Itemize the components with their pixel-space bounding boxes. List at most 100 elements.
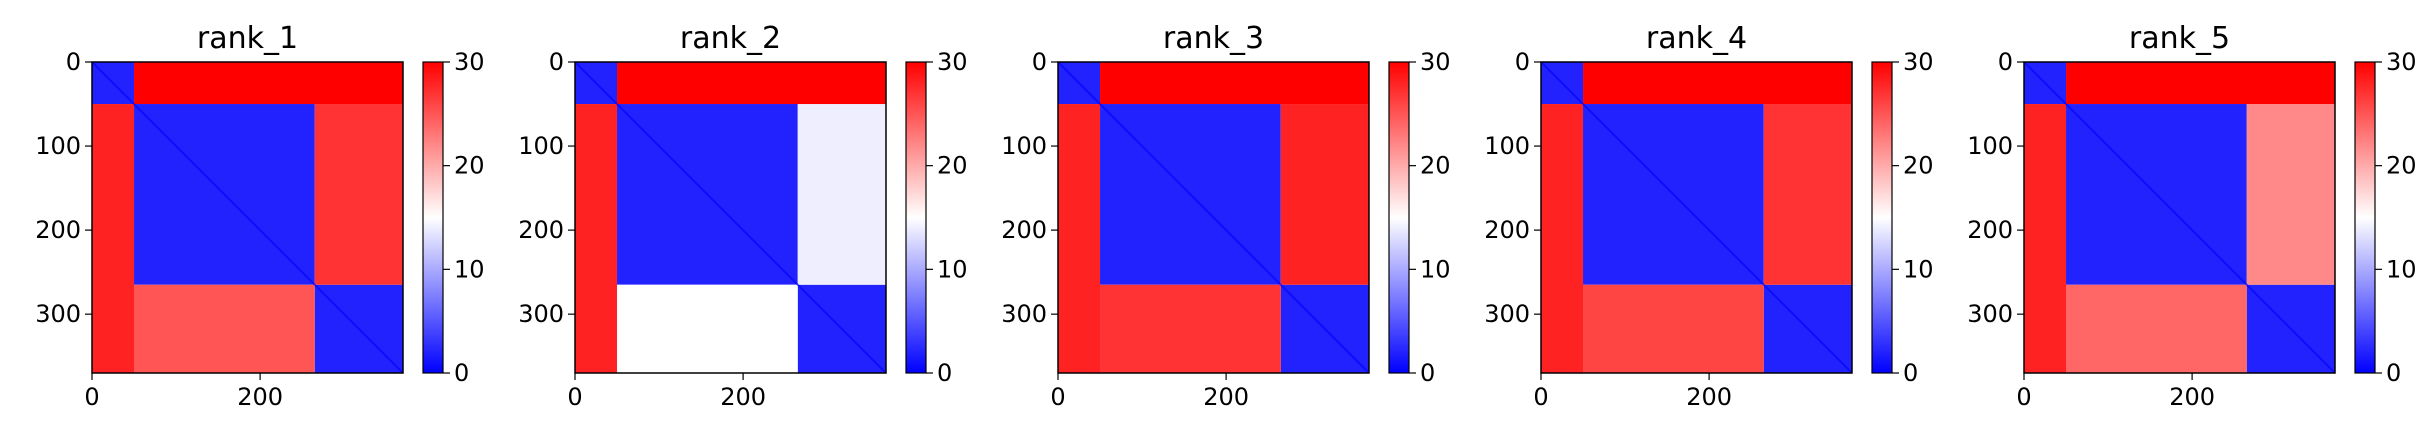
heatmap-block xyxy=(1763,104,1852,285)
colorbar-frame xyxy=(905,61,927,374)
heatmap-diagonal xyxy=(1057,61,1370,374)
colorbar-tick-label: 0 xyxy=(2386,359,2401,387)
heatmap-panel-3: rank_3 0 200 0 100 200 300 0 10 20 30 xyxy=(1001,21,1450,411)
colorbar-tick-label: 10 xyxy=(937,255,968,283)
heatmap-diagonal xyxy=(2023,61,2336,374)
y-tick-label: 100 xyxy=(35,132,81,160)
colorbar-tick-label: 20 xyxy=(937,152,968,180)
colorbar-tick-label: 0 xyxy=(1420,359,1435,387)
heatmap-block xyxy=(1583,62,1852,105)
y-tick-label: 0 xyxy=(66,48,81,76)
y-tick-label: 0 xyxy=(1032,48,1047,76)
x-tick-label: 0 xyxy=(567,383,582,411)
heatmap-block xyxy=(797,104,886,285)
chart-title: rank_3 xyxy=(1163,21,1264,56)
heatmap-block xyxy=(134,62,403,105)
heatmap-panel-4: rank_4 0 200 0 100 200 300 0 10 20 30 xyxy=(1484,21,1933,411)
colorbar-frame xyxy=(1871,61,1893,374)
chart-title: rank_5 xyxy=(2129,21,2230,56)
y-tick-label: 0 xyxy=(1998,48,2013,76)
colorbar-tick-label: 30 xyxy=(1420,48,1451,76)
colorbar-frame xyxy=(2354,61,2376,374)
colorbar-tick-label: 0 xyxy=(1903,359,1918,387)
colorbar-tick-label: 0 xyxy=(454,359,469,387)
heatmap-block xyxy=(1058,104,1101,373)
heatmap-block xyxy=(1100,62,1369,105)
plot-frame xyxy=(574,61,887,374)
colorbar xyxy=(1389,62,1409,373)
chart-title: rank_2 xyxy=(680,21,781,56)
heatmap-diagonal xyxy=(1540,61,1853,374)
x-tick-label: 200 xyxy=(1203,383,1249,411)
plot-frame xyxy=(1540,61,1853,374)
heatmap-block xyxy=(2066,284,2247,373)
y-tick-label: 200 xyxy=(35,216,81,244)
heatmap-block xyxy=(1583,284,1764,373)
heatmap-panel-5: rank_5 0 200 0 100 200 300 0 10 20 30 xyxy=(1967,21,2416,411)
heatmap-block xyxy=(617,284,798,373)
colorbar-frame xyxy=(1388,61,1410,374)
y-tick-label: 100 xyxy=(518,132,564,160)
y-tick-label: 200 xyxy=(1484,216,1530,244)
colorbar-tick-label: 20 xyxy=(454,152,485,180)
y-tick-label: 300 xyxy=(35,300,81,328)
y-tick-label: 300 xyxy=(1967,300,2013,328)
x-tick-label: 0 xyxy=(1533,383,1548,411)
colorbar-tick-label: 10 xyxy=(2386,255,2417,283)
y-tick-label: 200 xyxy=(518,216,564,244)
x-tick-label: 200 xyxy=(720,383,766,411)
x-tick-label: 200 xyxy=(1686,383,1732,411)
heatmap-block xyxy=(2246,104,2335,285)
x-tick-label: 200 xyxy=(2169,383,2215,411)
plot-frame xyxy=(1057,61,1370,374)
heatmap-block xyxy=(1541,104,1584,373)
y-tick-label: 200 xyxy=(1967,216,2013,244)
colorbar-tick-label: 30 xyxy=(454,48,485,76)
plot-frame xyxy=(91,61,404,374)
y-tick-label: 200 xyxy=(1001,216,1047,244)
colorbar xyxy=(906,62,926,373)
y-tick-label: 100 xyxy=(1967,132,2013,160)
y-tick-label: 0 xyxy=(1515,48,1530,76)
colorbar xyxy=(1872,62,1892,373)
heatmap-block xyxy=(92,104,135,373)
colorbar-tick-label: 10 xyxy=(1903,255,1934,283)
colorbar-tick-label: 20 xyxy=(2386,152,2417,180)
heatmap-diagonal xyxy=(91,61,404,374)
plot-frame xyxy=(2023,61,2336,374)
heatmap-block xyxy=(1100,284,1281,373)
x-tick-label: 0 xyxy=(84,383,99,411)
heatmap-block xyxy=(2066,62,2335,105)
heatmap-diagonal xyxy=(574,61,887,374)
colorbar-frame xyxy=(422,61,444,374)
heatmap-block xyxy=(134,284,315,373)
y-tick-label: 100 xyxy=(1484,132,1530,160)
chart-title: rank_4 xyxy=(1646,21,1747,56)
colorbar-tick-label: 0 xyxy=(937,359,952,387)
heatmap-block xyxy=(617,62,886,105)
heatmap-panel-2: rank_2 0 200 0 100 200 300 0 10 20 30 xyxy=(518,21,967,411)
colorbar-tick-label: 20 xyxy=(1903,152,1934,180)
colorbar-tick-label: 10 xyxy=(1420,255,1451,283)
y-tick-label: 300 xyxy=(1484,300,1530,328)
heatmap-block xyxy=(575,104,618,373)
heatmap-block xyxy=(2024,104,2067,373)
colorbar xyxy=(423,62,443,373)
heatmap-block xyxy=(1280,104,1369,285)
colorbar-tick-label: 10 xyxy=(454,255,485,283)
chart-title: rank_1 xyxy=(197,21,298,56)
colorbar-tick-label: 20 xyxy=(1420,152,1451,180)
y-tick-label: 300 xyxy=(1001,300,1047,328)
y-tick-label: 300 xyxy=(518,300,564,328)
colorbar-tick-label: 30 xyxy=(1903,48,1934,76)
heatmap-block xyxy=(314,104,403,285)
colorbar-tick-label: 30 xyxy=(2386,48,2417,76)
y-tick-label: 100 xyxy=(1001,132,1047,160)
colorbar-tick-label: 30 xyxy=(937,48,968,76)
x-tick-label: 0 xyxy=(1050,383,1065,411)
heatmap-panel-1: rank_1 0 200 0 100 200 300 0 10 20 30 xyxy=(35,21,484,411)
x-tick-label: 0 xyxy=(2016,383,2031,411)
x-tick-label: 200 xyxy=(237,383,283,411)
colorbar xyxy=(2355,62,2375,373)
